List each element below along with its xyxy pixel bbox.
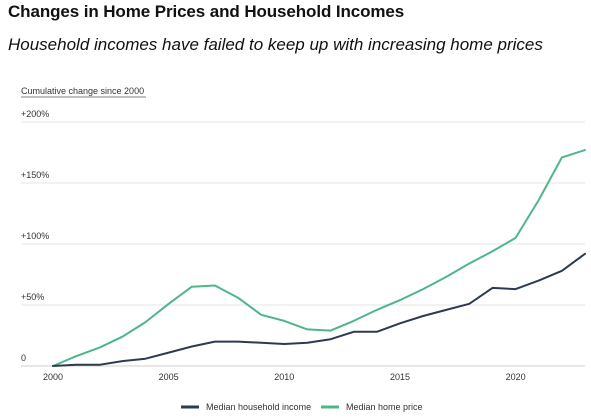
y-axis-label: Cumulative change since 2000 <box>21 86 144 96</box>
chart-subtitle: Household incomes have failed to keep up… <box>8 35 543 54</box>
chart-title: Changes in Home Prices and Household Inc… <box>8 2 405 21</box>
y-tick-label: 0 <box>21 353 26 363</box>
y-tick-label: +150% <box>21 170 49 180</box>
x-tick-label: 2020 <box>506 372 526 382</box>
y-tick-label: +200% <box>21 109 49 119</box>
legend-label: Median home price <box>346 402 423 412</box>
legend-label: Median household income <box>206 402 311 412</box>
x-tick-label: 2000 <box>43 372 63 382</box>
y-tick-label: +50% <box>21 292 44 302</box>
x-tick-label: 2010 <box>274 372 294 382</box>
series-line-median-home-price <box>52 149 586 367</box>
y-tick-label: +100% <box>21 231 49 241</box>
x-tick-label: 2005 <box>159 372 179 382</box>
series-line-median-household-income <box>52 252 586 367</box>
x-tick-label: 2015 <box>390 372 410 382</box>
